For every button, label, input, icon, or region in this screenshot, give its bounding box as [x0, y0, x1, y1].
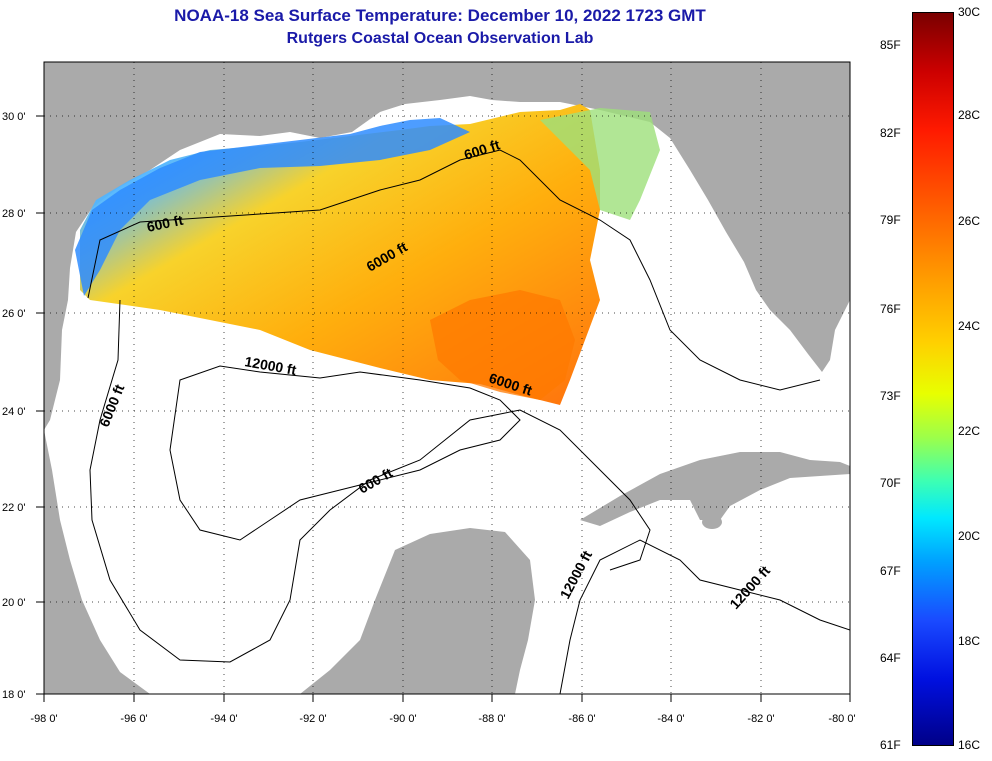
land-yucatan	[300, 528, 535, 694]
celsius-label: 18C	[958, 634, 981, 648]
celsius-label: 20C	[958, 529, 981, 543]
lat-label: 30 0'	[2, 111, 26, 123]
contour-12000ft	[169, 365, 521, 541]
fahrenheit-label: 70F	[880, 476, 901, 490]
contour-600ft	[87, 149, 821, 391]
color-scale-bar	[912, 12, 954, 746]
fahrenheit-label: 82F	[880, 126, 901, 140]
map-frame	[43, 61, 851, 695]
celsius-label: 26C	[958, 214, 981, 228]
lat-label: 26 0'	[2, 308, 26, 320]
contour-6000ft	[89, 299, 651, 663]
fahrenheit-label: 67F	[880, 564, 901, 578]
land-mexico	[44, 430, 150, 694]
sst-map: 600 ft 6000 ft 12000 ft 6000 ft 600 ft 6…	[2, 61, 856, 725]
celsius-label: 22C	[958, 424, 981, 438]
lon-label: -88 0'	[478, 713, 505, 725]
sst-fl-swath	[540, 108, 660, 220]
lon-label: -92 0'	[299, 713, 326, 725]
land-us	[44, 62, 850, 430]
contour-caribbean	[559, 539, 850, 694]
lat-label: 22 0'	[2, 502, 26, 514]
celsius-label: 28C	[958, 108, 981, 122]
fahrenheit-label: 79F	[880, 213, 901, 227]
lon-label: -94 0'	[210, 713, 237, 725]
lon-label: -80 0'	[828, 713, 855, 725]
celsius-label: 24C	[958, 319, 981, 333]
celsius-label: 30C	[958, 5, 981, 19]
lon-label: -82 0'	[747, 713, 774, 725]
lon-label: -90 0'	[389, 713, 416, 725]
graticule	[44, 62, 850, 694]
lon-label: -84 0'	[657, 713, 684, 725]
fahrenheit-label: 85F	[880, 38, 901, 52]
lat-label: 24 0'	[2, 406, 26, 418]
lon-label: -98 0'	[30, 713, 57, 725]
celsius-label: 16C	[958, 738, 981, 752]
fahrenheit-label: 73F	[880, 389, 901, 403]
land-island	[702, 515, 722, 529]
fahrenheit-label: 64F	[880, 651, 901, 665]
lat-label: 18 0'	[2, 689, 26, 701]
tick-marks	[36, 115, 851, 702]
lon-label: -96 0'	[120, 713, 147, 725]
land-cuba	[580, 452, 850, 526]
map-title: NOAA-18 Sea Surface Temperature: Decembe…	[174, 6, 706, 25]
fahrenheit-label: 76F	[880, 302, 901, 316]
lat-label: 20 0'	[2, 597, 26, 609]
lat-label: 28 0'	[2, 208, 26, 220]
sst-warm-core	[430, 290, 575, 400]
sst-cool-band	[75, 118, 470, 296]
lon-label: -86 0'	[568, 713, 595, 725]
fahrenheit-label: 61F	[880, 738, 901, 752]
contour-label: 600 ft	[145, 212, 184, 235]
map-subtitle: Rutgers Coastal Ocean Observation Lab	[286, 30, 594, 47]
